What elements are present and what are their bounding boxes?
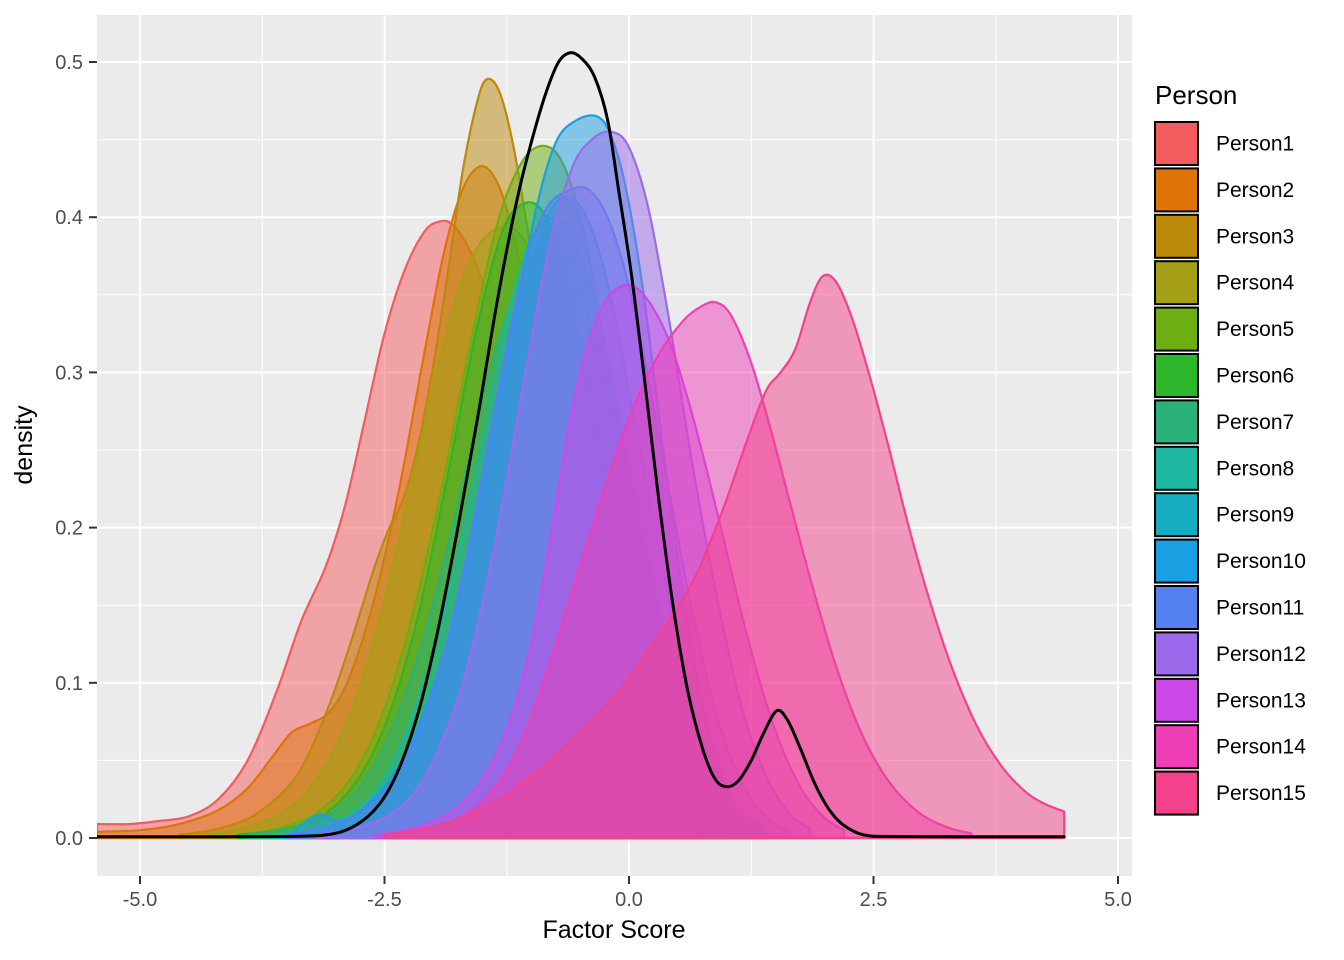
density-curves [97,51,1066,840]
legend-item-Person8: Person8 [1154,445,1294,491]
legend-key-Person10 [1154,538,1199,584]
legend-title: Person [1155,80,1237,110]
legend-item-Person9: Person9 [1154,492,1294,538]
legend-label-Person10: Person10 [1216,550,1306,573]
legend-key-Person6 [1154,353,1199,398]
x-tick-label: -5.0 [123,889,157,911]
legend-item-Person13: Person13 [1154,677,1306,723]
legend-item-Person14: Person14 [1154,724,1306,770]
y-axis: 0.0 0.1 0.2 0.3 0.4 0.5 [55,52,97,850]
legend-key-Person15 [1154,770,1199,816]
legend-key-Person4 [1154,260,1199,306]
legend-label-Person1: Person1 [1216,133,1294,156]
legend-key-Person1 [1154,121,1199,166]
x-axis-title: Factor Score [542,916,685,944]
legend-item-Person10: Person10 [1154,538,1306,584]
legend-label-Person9: Person9 [1216,504,1294,527]
legend: Person Person1 Person2 Person3 Person4 Perso… [1154,80,1306,816]
legend-key-Person12 [1154,631,1199,677]
legend-item-Person11: Person11 [1154,585,1304,630]
legend-key-Person13 [1154,677,1199,723]
legend-label-Person8: Person8 [1216,457,1294,480]
legend-item-Person4: Person4 [1154,260,1295,306]
legend-label-Person6: Person6 [1216,365,1294,388]
x-tick-label: -2.5 [367,889,401,911]
legend-label-Person2: Person2 [1216,179,1294,202]
y-tick-label: 0.4 [55,207,83,229]
legend-item-Person2: Person2 [1154,167,1294,213]
legend-label-Person11: Person11 [1216,597,1304,620]
legend-label-Person14: Person14 [1216,736,1306,759]
y-tick-label: 0.1 [55,673,83,695]
legend-label-Person15: Person15 [1216,782,1306,805]
x-tick-label: 2.5 [860,889,888,911]
density-curve-Person15 [383,273,1066,840]
y-tick-label: 0.0 [55,828,83,850]
x-tick-label: 5.0 [1104,889,1132,911]
y-tick-label: 0.5 [55,52,83,74]
legend-item-Person12: Person12 [1154,631,1306,677]
legend-key-Person14 [1154,724,1199,770]
x-axis: -5.0 -2.5 0.0 2.5 5.0 [123,876,1132,911]
x-tick-label: 0.0 [615,889,643,911]
legend-key-Person7 [1154,399,1199,445]
legend-label-Person3: Person3 [1216,225,1294,248]
legend-key-Person2 [1154,167,1199,213]
y-tick-label: 0.3 [55,362,83,384]
legend-label-Person12: Person12 [1216,643,1306,666]
legend-label-Person5: Person5 [1216,318,1294,341]
legend-key-Person5 [1154,306,1199,352]
y-axis-title: density [10,405,38,485]
legend-key-Person3 [1154,213,1199,259]
legend-item-Person1: Person1 [1154,121,1294,166]
legend-key-Person8 [1154,445,1199,491]
legend-label-Person4: Person4 [1216,272,1295,295]
legend-item-Person15: Person15 [1154,770,1306,816]
legend-label-Person13: Person13 [1216,689,1306,712]
legend-label-Person7: Person7 [1216,411,1294,434]
overall-density-line [97,51,1066,839]
legend-item-Person5: Person5 [1154,306,1294,352]
legend-key-Person11 [1154,585,1199,630]
legend-key-Person9 [1154,492,1199,538]
y-tick-label: 0.2 [55,518,83,540]
legend-item-Person6: Person6 [1154,353,1294,398]
legend-item-Person3: Person3 [1154,213,1294,259]
legend-item-Person7: Person7 [1154,399,1294,445]
